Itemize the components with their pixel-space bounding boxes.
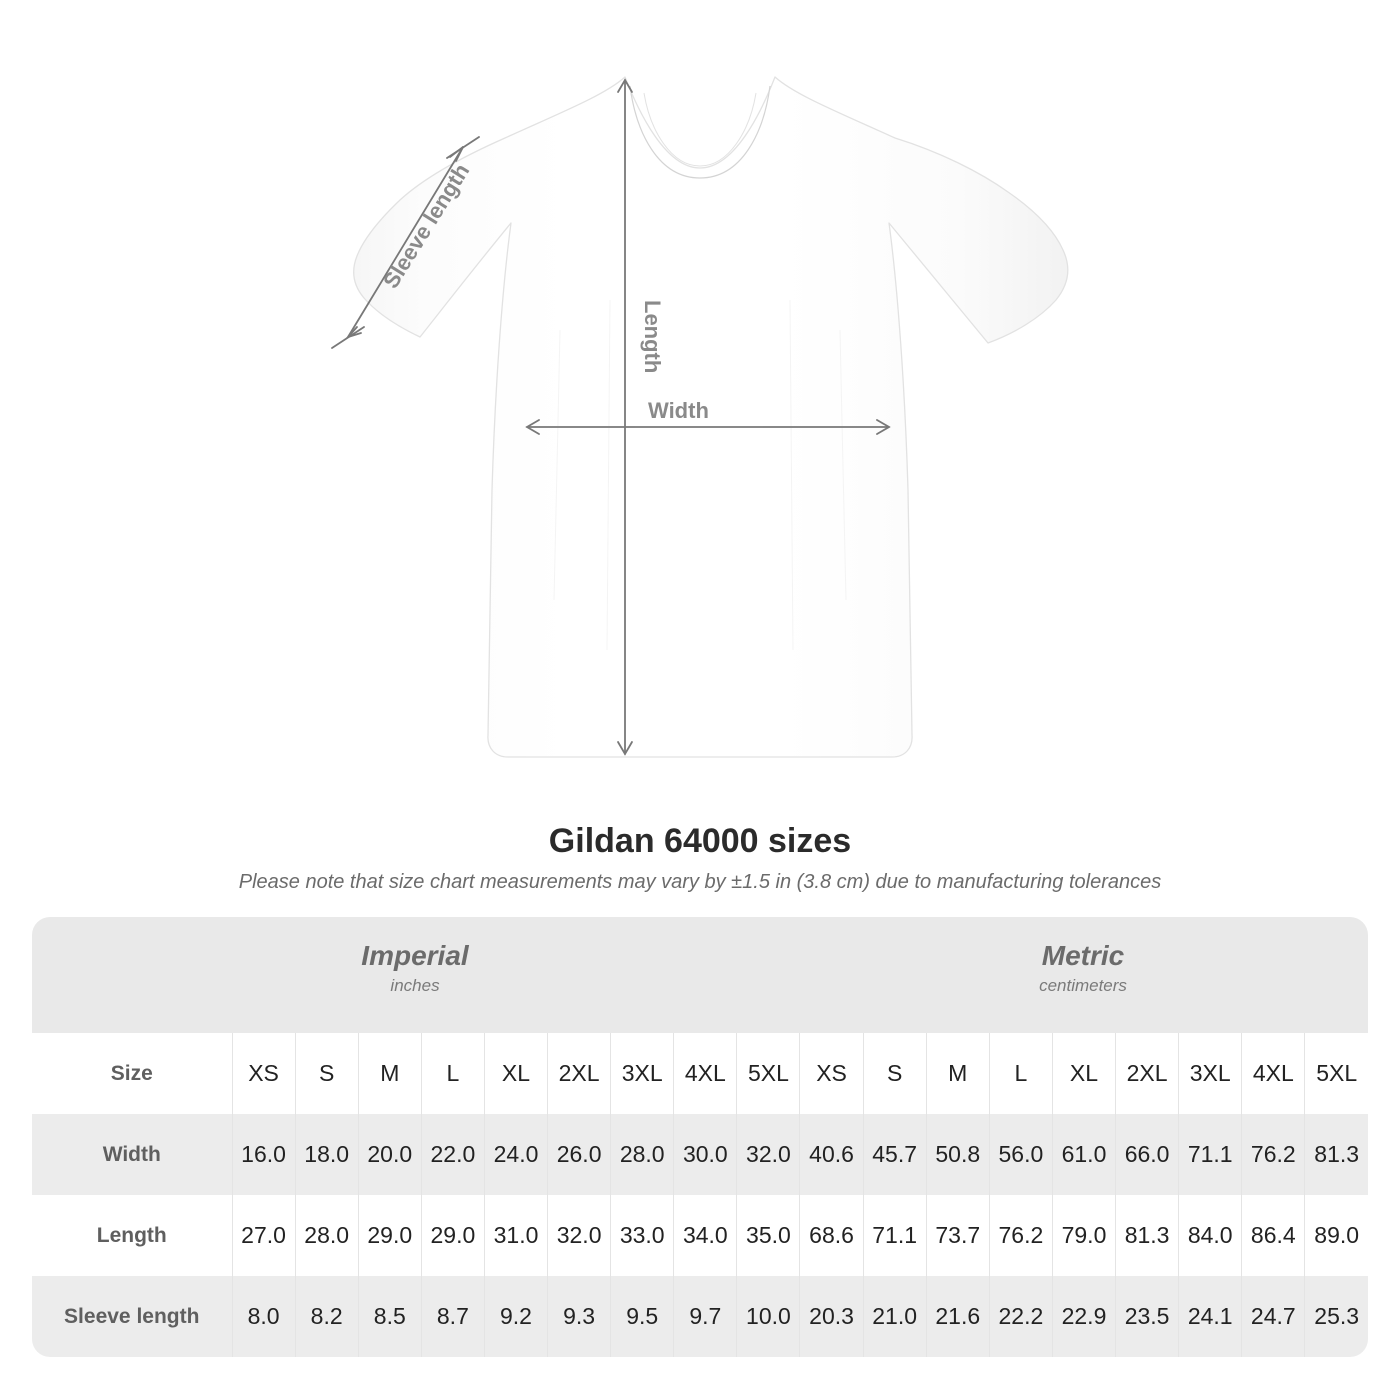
- svg-text:Width: Width: [648, 398, 709, 423]
- svg-text:Length: Length: [640, 300, 665, 373]
